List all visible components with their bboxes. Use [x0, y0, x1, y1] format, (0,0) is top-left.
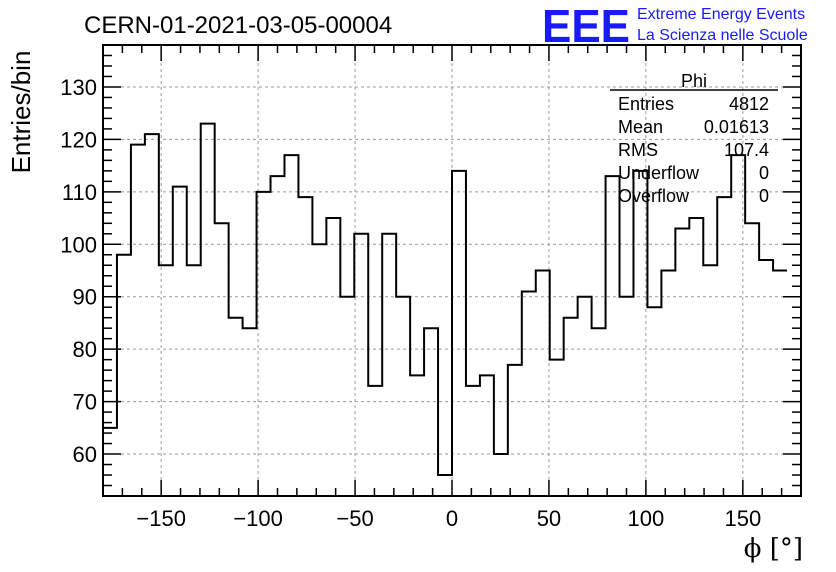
x-tick-label: 150 [724, 506, 761, 531]
histogram-bin [452, 171, 466, 496]
y-tick-label: 110 [62, 180, 97, 205]
histogram-bin [606, 176, 620, 496]
histogram-bin [201, 124, 215, 496]
y-tick-label: 130 [60, 75, 97, 100]
histogram-bin [564, 318, 578, 496]
eee-logo: EEE Extreme Energy Events La Scienza nel… [542, 0, 808, 52]
logo-mark: EEE [542, 0, 630, 52]
histogram-series [103, 122, 788, 497]
histogram-bin [382, 234, 396, 496]
x-tick-labels: −150 −100 −50 0 50 100 150 [136, 506, 761, 531]
histogram-bin [117, 255, 131, 496]
histogram-bin [759, 260, 773, 496]
stats-label-mean: Mean [618, 117, 663, 137]
x-axis-label: ϕ [°] [744, 534, 803, 564]
histogram-bin [410, 375, 424, 496]
histogram-bin [550, 360, 564, 496]
y-tick-label: 100 [60, 232, 97, 257]
stats-value-rms: 107.4 [724, 140, 769, 160]
chart-title: CERN-01-2021-03-05-00004 [84, 12, 392, 39]
histogram-bin [578, 297, 592, 496]
histogram-bin [396, 297, 410, 496]
histogram-bin [187, 265, 201, 496]
histogram-bin [340, 297, 354, 496]
histogram-bin [522, 291, 536, 496]
histogram-bin [620, 297, 634, 496]
histogram-bin [675, 229, 689, 496]
histogram-bin [438, 475, 452, 496]
histogram-bin [661, 271, 675, 497]
histogram-bin [312, 244, 326, 496]
histogram-bin [745, 223, 759, 496]
x-tick-label: −100 [233, 506, 283, 531]
histogram-bin [257, 192, 271, 496]
y-axis-label: Entries/bin [6, 51, 36, 174]
histogram-bin [284, 155, 298, 496]
histogram-bin [229, 318, 243, 496]
y-tick-label: 60 [73, 442, 97, 467]
logo-line-2: La Scienza nelle Scuole [637, 27, 808, 44]
stats-value-overflow: 0 [759, 186, 769, 206]
histogram-bin [731, 155, 745, 496]
y-tick-label: 80 [73, 337, 97, 362]
histogram-bin [592, 328, 606, 496]
stats-name: Phi [681, 71, 707, 91]
y-tick-label: 90 [73, 285, 97, 310]
histogram-bin [647, 307, 661, 496]
histogram-bin [480, 375, 494, 496]
histogram-bin [159, 265, 173, 496]
histogram-bin [131, 145, 145, 496]
histogram-bin [508, 365, 522, 496]
stats-label-overflow: Overflow [618, 186, 690, 206]
histogram-bin [326, 218, 340, 496]
x-tick-label: 0 [446, 506, 458, 531]
histogram-bin [298, 197, 312, 496]
histogram-bin [466, 386, 480, 496]
histogram-bin [424, 328, 438, 496]
stats-value-underflow: 0 [759, 163, 769, 183]
x-tick-label: −150 [136, 506, 186, 531]
histogram-bin [703, 265, 717, 496]
x-tick-label: −50 [336, 506, 373, 531]
histogram-bin [633, 171, 647, 496]
histogram-bin [271, 176, 285, 496]
histogram-step-line [103, 122, 788, 477]
x-tick-label: 100 [628, 506, 665, 531]
stats-label-underflow: Underflow [618, 163, 700, 183]
histogram-bin [717, 197, 731, 496]
histogram-bin [773, 271, 787, 497]
stats-label-rms: RMS [618, 140, 658, 160]
histogram-bin [494, 454, 508, 496]
x-tick-label: 50 [537, 506, 561, 531]
logo-line-1: Extreme Energy Events [637, 6, 805, 23]
histogram-bin [536, 271, 550, 497]
histogram-bin [173, 187, 187, 496]
plot-frame [102, 44, 802, 497]
histogram-bin [354, 234, 368, 496]
y-tick-labels: 60 70 80 90 100 110 120 130 [60, 75, 97, 467]
y-tick-label: 70 [73, 390, 97, 415]
histogram-bin [215, 223, 229, 496]
y-tick-label: 120 [60, 127, 97, 152]
histogram-bin [243, 328, 257, 496]
stats-value-mean: 0.01613 [704, 117, 769, 137]
stats-value-entries: 4812 [729, 94, 769, 114]
histogram-bin [145, 134, 159, 496]
histogram-bin [689, 218, 703, 496]
stats-box: Phi Entries 4812 Mean 0.01613 RMS 107.4 … [610, 71, 778, 206]
histogram-bin [368, 386, 382, 496]
stats-label-entries: Entries [618, 94, 674, 114]
